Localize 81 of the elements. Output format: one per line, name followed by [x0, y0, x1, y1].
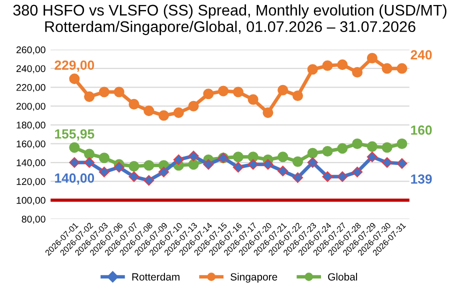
- chart-title: 380 HSFO vs VLSFO (SS) Spread, Monthly evolution (USD/MT) Rotterdam/Singapore/Global, 01.07.2026 – 31.07.2026: [13, 4, 446, 36]
- point: [382, 142, 392, 153]
- point: [114, 162, 124, 173]
- point: [144, 175, 154, 186]
- point: [382, 157, 392, 168]
- point: [292, 156, 304, 167]
- legend-label: Global: [328, 272, 357, 281]
- point: [173, 154, 184, 166]
- point: [128, 98, 140, 110]
- y-tick-label: 220,00: [16, 84, 46, 92]
- point: [307, 157, 318, 168]
- point: [366, 141, 378, 152]
- point: [188, 100, 199, 112]
- point: [337, 143, 348, 154]
- point: [382, 63, 392, 74]
- point: [248, 94, 258, 105]
- y-tick-label: 80,00: [22, 216, 46, 224]
- point: [158, 166, 170, 178]
- point: [278, 152, 288, 162]
- point: [396, 63, 408, 74]
- point: [128, 161, 140, 172]
- point: [69, 74, 80, 84]
- data-label: 139: [411, 174, 432, 184]
- point: [292, 90, 304, 102]
- point: [248, 159, 258, 170]
- point: [98, 152, 110, 164]
- data-label: 140,00: [55, 173, 94, 185]
- point: [158, 110, 170, 121]
- point: [232, 152, 244, 162]
- point: [352, 138, 363, 150]
- point: [203, 159, 214, 170]
- point: [203, 88, 214, 100]
- point: [262, 159, 274, 170]
- point: [84, 157, 95, 168]
- data-label: 229,00: [54, 60, 94, 72]
- point: [278, 84, 288, 96]
- point: [322, 146, 333, 157]
- point: [84, 148, 95, 160]
- point: [144, 160, 154, 171]
- y-tick-label: 240,00: [16, 65, 46, 74]
- point: [98, 86, 110, 98]
- legend-label: Rotterdam: [132, 272, 180, 281]
- data-label: 155,95: [55, 129, 94, 140]
- point: [337, 59, 348, 70]
- point: [396, 158, 408, 169]
- data-label: 240: [410, 50, 432, 60]
- point: [173, 107, 184, 118]
- y-tick-label: 140,00: [16, 159, 46, 168]
- point: [84, 91, 95, 102]
- point: [144, 106, 154, 116]
- point: [114, 86, 124, 98]
- point: [278, 166, 288, 176]
- point: [322, 171, 333, 182]
- data-label: 160: [411, 125, 432, 135]
- point: [232, 86, 244, 98]
- y-tick-label: 180,00: [16, 122, 46, 130]
- point: [307, 148, 318, 158]
- point: [188, 150, 199, 162]
- point: [352, 166, 363, 178]
- point: [337, 171, 348, 182]
- point: [322, 60, 333, 71]
- y-tick-label: 120,00: [16, 178, 46, 186]
- legend-label: Singapore: [230, 272, 278, 283]
- point: [292, 172, 304, 183]
- y-tick-label: 200,00: [16, 102, 46, 111]
- point: [352, 66, 363, 78]
- point: [128, 171, 140, 182]
- point: [396, 138, 408, 150]
- y-tick-label: 260,00: [16, 46, 46, 54]
- point: [307, 64, 318, 75]
- y-tick-label: 100,00: [16, 196, 46, 205]
- point: [98, 166, 110, 178]
- y-tick-label: 160,00: [16, 140, 46, 148]
- point: [188, 159, 199, 170]
- point: [232, 162, 244, 173]
- point: [69, 157, 80, 168]
- point: [262, 107, 274, 118]
- point: [218, 86, 229, 96]
- point: [366, 152, 378, 162]
- point: [69, 142, 80, 153]
- point: [366, 52, 378, 64]
